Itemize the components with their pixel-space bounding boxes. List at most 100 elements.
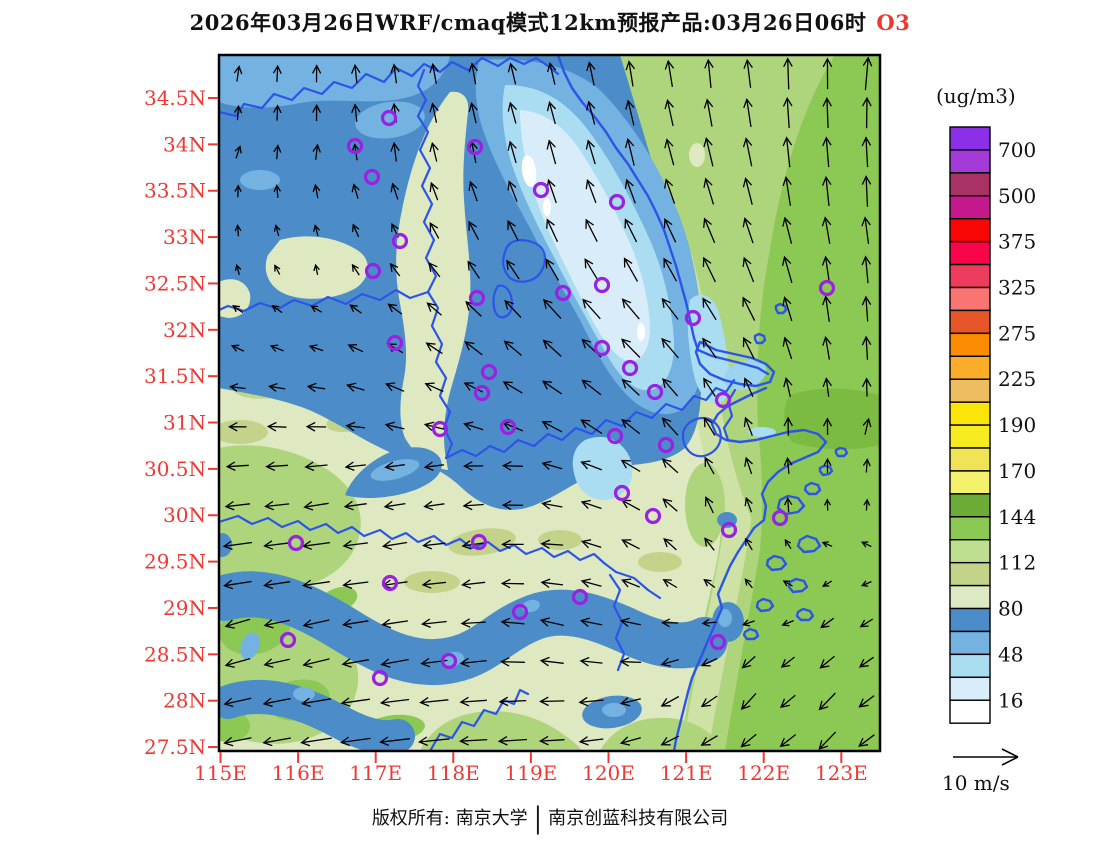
wind-arrow: [468, 101, 478, 124]
wind-arrow: [861, 377, 872, 397]
wind-arrow: [312, 183, 321, 199]
colorbar-cell: [949, 286, 991, 312]
wind-arrow: [661, 337, 679, 359]
wind-arrow: [821, 175, 832, 207]
lon-tick-label: 117E: [349, 761, 402, 785]
lat-tick-label: 32N: [163, 318, 206, 342]
wind-arrow: [539, 656, 564, 667]
wind-arrow: [229, 383, 246, 392]
wind-arrow: [702, 256, 716, 283]
wind-arrow: [233, 104, 243, 121]
colorbar-cell: [949, 401, 991, 426]
wind-arrow: [224, 657, 251, 668]
wind-arrow: [222, 540, 253, 551]
colorbar-cell: [949, 424, 991, 449]
wind-arrow: [429, 181, 439, 201]
wind-arrow: [783, 57, 793, 90]
wind-arrow: [578, 696, 604, 707]
wind-arrow: [224, 500, 251, 511]
wind-arrow: [312, 64, 322, 83]
wind-arrow: [262, 697, 291, 708]
wind-arrow: [663, 537, 677, 551]
lat-tick-label: 33.5N: [144, 179, 206, 203]
wind-arrow: [783, 456, 793, 474]
wind-arrow: [743, 58, 753, 88]
wind-scale-arrow-icon: [953, 748, 1019, 766]
wind-arrow: [263, 619, 290, 629]
wind-arrow: [426, 302, 442, 316]
wind-arrow: [424, 382, 444, 393]
colorbar-cell: [949, 676, 991, 701]
lat-tick-label: 34N: [163, 132, 206, 156]
wind-arrow: [546, 139, 557, 165]
wind-arrow: [425, 342, 443, 355]
wind-arrow: [823, 498, 832, 511]
station-marker: [608, 193, 626, 211]
wind-arrow: [265, 461, 289, 471]
lat-tick-label: 30N: [163, 503, 206, 527]
station-marker: [613, 484, 631, 502]
wind-arrow: [582, 298, 601, 320]
wind-arrow: [467, 260, 480, 279]
wind-arrow: [822, 417, 833, 435]
wind-arrow: [500, 578, 525, 589]
wind-arrow: [233, 65, 243, 82]
wind-arrow: [262, 736, 292, 747]
wind-arrow: [703, 578, 716, 589]
colorbar-cell: [949, 149, 991, 174]
wind-arrow: [300, 697, 332, 708]
wind-arrow: [621, 418, 641, 435]
wind-arrow: [660, 735, 680, 746]
lat-tick-label: 32.5N: [144, 271, 206, 295]
wind-arrow: [387, 303, 403, 315]
wind-arrow: [861, 136, 872, 168]
wind-arrow: [272, 64, 282, 82]
lat-tick-label: 29.5N: [144, 550, 206, 574]
station-marker: [346, 137, 364, 155]
wind-arrow: [704, 58, 714, 88]
colorbar: 700 500 375 325 275 225 190 170 144 112 80 48 16: [949, 126, 1036, 724]
station-marker: [380, 109, 398, 127]
wind-arrow: [661, 297, 679, 320]
wind-arrow: [580, 578, 602, 588]
wind-arrow: [273, 184, 282, 198]
wind-arrow: [585, 139, 596, 165]
wind-arrow: [459, 735, 488, 746]
wind-arrow: [743, 98, 753, 128]
wind-arrow: [858, 695, 875, 708]
lon-tick-label: 115E: [194, 761, 247, 785]
colorbar-cell: [949, 561, 991, 587]
station-marker: [714, 391, 732, 409]
colorbar-cell: [949, 447, 991, 472]
wind-arrow: [507, 180, 518, 202]
wind-arrow: [312, 143, 321, 160]
colorbar-cell: [949, 309, 991, 335]
station-marker: [480, 363, 498, 381]
colorbar-cell: [949, 126, 991, 151]
wind-arrow: [500, 617, 525, 628]
wind-arrow: [343, 500, 367, 511]
colorbar-value-label: 48: [998, 642, 1023, 666]
wind-arrow: [546, 218, 559, 243]
station-marker: [440, 652, 458, 670]
map-frame: [217, 53, 882, 753]
wind-arrow: [624, 178, 636, 204]
station-marker: [363, 168, 381, 186]
wind-arrow: [780, 656, 795, 668]
wind-arrow: [507, 62, 518, 85]
colorbar-cell: [949, 630, 991, 656]
wind-arrow: [462, 500, 484, 511]
wind-arrow: [822, 335, 832, 360]
wind-arrow: [390, 182, 400, 200]
wind-arrow: [263, 540, 291, 550]
wind-arrow: [621, 298, 640, 320]
wind-arrow: [703, 98, 714, 127]
station-marker: [646, 383, 664, 401]
wind-arrow: [234, 224, 242, 237]
wind-arrow: [313, 263, 320, 276]
wind-arrow: [503, 340, 523, 356]
station-marker: [554, 284, 572, 302]
station-marker: [386, 334, 404, 352]
wind-arrow: [419, 697, 449, 707]
